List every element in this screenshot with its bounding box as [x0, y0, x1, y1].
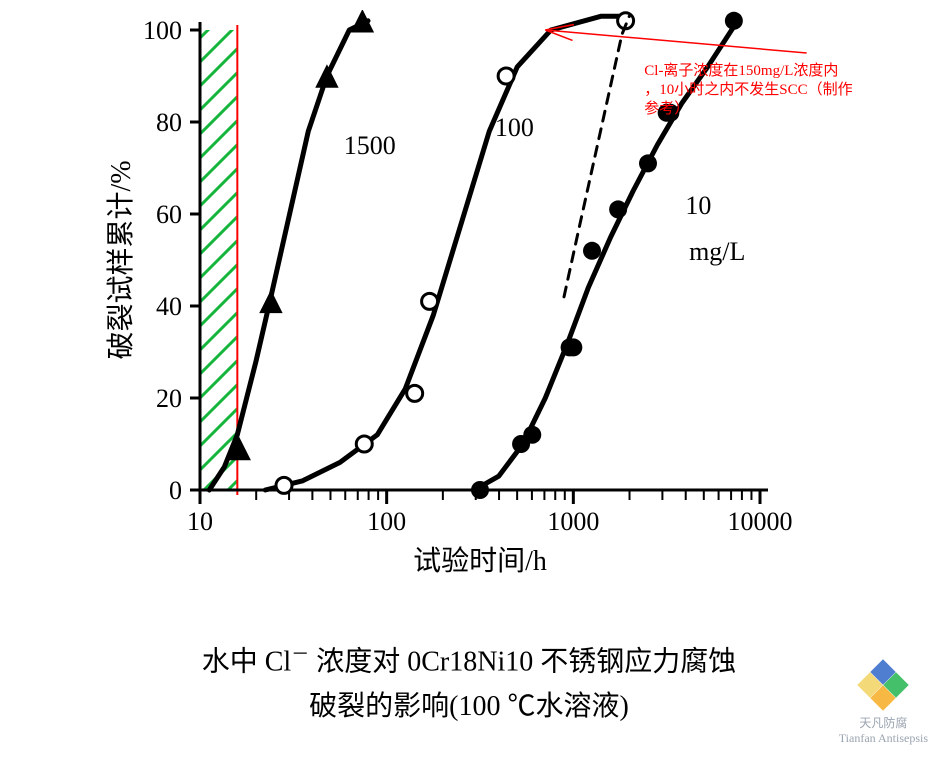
curve-c1500	[209, 21, 368, 490]
series-label: mg/L	[689, 237, 745, 266]
svg-text:60: 60	[156, 200, 182, 229]
watermark-logo	[856, 658, 910, 712]
svg-text:10: 10	[187, 507, 213, 536]
series-label: 1500	[344, 131, 396, 160]
series-label: 10	[685, 191, 711, 220]
caption-sup: －	[291, 644, 309, 664]
svg-text:1000: 1000	[547, 507, 599, 536]
caption-line1-post: 浓度对 0Cr18Ni10 不锈钢应力腐蚀	[309, 646, 736, 677]
svg-text:10000: 10000	[728, 507, 793, 536]
annotation-text: Cl-离子浓度在150mg/L浓度内，10小时之内不发生SCC（制作参考）	[644, 62, 864, 118]
annotation-arrow	[545, 30, 806, 53]
hatched-band	[200, 10, 237, 630]
series-label: 100	[495, 113, 534, 142]
svg-text:100: 100	[367, 507, 406, 536]
y-axis-label: 破裂试样累计/%	[105, 160, 137, 359]
caption-line2: 破裂的影响(100 ℃水溶液)	[309, 691, 629, 722]
svg-text:0: 0	[169, 476, 182, 505]
svg-text:100: 100	[143, 16, 182, 45]
watermark-text1: 天凡防腐	[839, 714, 928, 731]
watermark: 天凡防腐 Tianfan Antisepsis	[839, 658, 928, 746]
figure-caption: 水中 Cl－ 浓度对 0Cr18Ni10 不锈钢应力腐蚀 破裂的影响(100 ℃…	[0, 640, 938, 730]
caption-line1-pre: 水中 Cl	[202, 646, 291, 677]
svg-text:40: 40	[156, 292, 182, 321]
x-axis-label: 试验时间/h	[413, 545, 547, 577]
chart-area: 0 20 40 60 80 100 破裂试样累计/% 10 100 1000 10000 试验时间/h…	[80, 10, 860, 630]
watermark-text2: Tianfan Antisepsis	[839, 731, 928, 746]
svg-text:80: 80	[156, 108, 182, 137]
svg-text:20: 20	[156, 384, 182, 413]
